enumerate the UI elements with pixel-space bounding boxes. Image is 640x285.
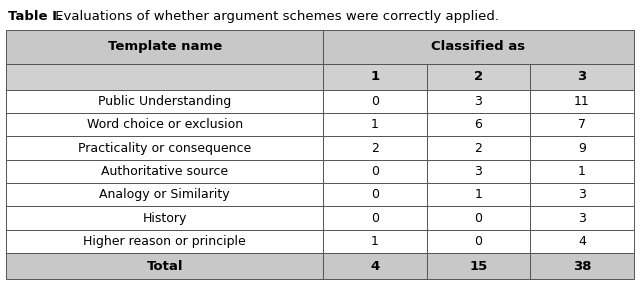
Text: 4: 4	[371, 260, 380, 273]
Bar	[530, 137, 634, 160]
Bar	[530, 113, 634, 137]
Bar	[530, 230, 634, 253]
Bar	[323, 206, 427, 230]
Text: 2: 2	[474, 70, 483, 83]
Text: Analogy or Similarity: Analogy or Similarity	[99, 188, 230, 201]
Bar	[6, 137, 323, 160]
Bar	[323, 64, 427, 90]
Bar	[427, 230, 530, 253]
Text: 1: 1	[474, 188, 483, 201]
Text: Classified as: Classified as	[431, 40, 525, 53]
Bar	[323, 160, 427, 183]
Bar	[323, 230, 427, 253]
Bar	[6, 183, 323, 206]
Bar	[530, 64, 634, 90]
Bar	[6, 64, 323, 90]
Bar	[6, 230, 323, 253]
Text: 1: 1	[371, 235, 379, 248]
Bar	[530, 253, 634, 279]
Text: 6: 6	[474, 118, 483, 131]
Bar	[323, 30, 634, 64]
Text: 1: 1	[371, 70, 380, 83]
Text: 0: 0	[474, 212, 483, 225]
Bar	[323, 90, 427, 113]
Bar	[6, 206, 323, 230]
Bar	[323, 253, 427, 279]
Text: 3: 3	[577, 70, 586, 83]
Text: Table I.: Table I.	[8, 10, 62, 23]
Bar	[323, 137, 427, 160]
Bar	[6, 113, 323, 137]
Text: Total: Total	[147, 260, 183, 273]
Text: 4: 4	[578, 235, 586, 248]
Bar	[6, 30, 323, 64]
Bar	[427, 206, 530, 230]
Bar	[427, 183, 530, 206]
Text: Template name: Template name	[108, 40, 222, 53]
Text: 11: 11	[574, 95, 589, 108]
Text: Higher reason or principle: Higher reason or principle	[83, 235, 246, 248]
Bar	[323, 113, 427, 137]
Text: 1: 1	[371, 118, 379, 131]
Bar	[530, 160, 634, 183]
Text: 3: 3	[474, 95, 483, 108]
Text: 0: 0	[371, 212, 379, 225]
Text: 2: 2	[474, 142, 483, 154]
Text: 3: 3	[474, 165, 483, 178]
Bar	[427, 137, 530, 160]
Text: History: History	[143, 212, 187, 225]
Text: 3: 3	[578, 212, 586, 225]
Text: 38: 38	[573, 260, 591, 273]
Bar	[530, 183, 634, 206]
Bar	[427, 253, 530, 279]
Text: 2: 2	[371, 142, 379, 154]
Text: 7: 7	[578, 118, 586, 131]
Bar	[323, 183, 427, 206]
Text: 15: 15	[469, 260, 488, 273]
Text: 0: 0	[371, 188, 379, 201]
Bar	[6, 160, 323, 183]
Text: 0: 0	[371, 165, 379, 178]
Text: 9: 9	[578, 142, 586, 154]
Bar	[427, 90, 530, 113]
Bar	[6, 253, 323, 279]
Text: 1: 1	[578, 165, 586, 178]
Text: 3: 3	[578, 188, 586, 201]
Bar	[530, 206, 634, 230]
Text: Public Understanding: Public Understanding	[98, 95, 232, 108]
Bar	[6, 90, 323, 113]
Text: Practicality or consequence: Practicality or consequence	[78, 142, 252, 154]
Bar	[427, 160, 530, 183]
Text: 0: 0	[371, 95, 379, 108]
Text: Evaluations of whether argument schemes were correctly applied.: Evaluations of whether argument schemes …	[51, 10, 499, 23]
Bar	[427, 113, 530, 137]
Bar	[427, 64, 530, 90]
Text: Word choice or exclusion: Word choice or exclusion	[86, 118, 243, 131]
Bar	[530, 90, 634, 113]
Text: 0: 0	[474, 235, 483, 248]
Text: Authoritative source: Authoritative source	[101, 165, 228, 178]
